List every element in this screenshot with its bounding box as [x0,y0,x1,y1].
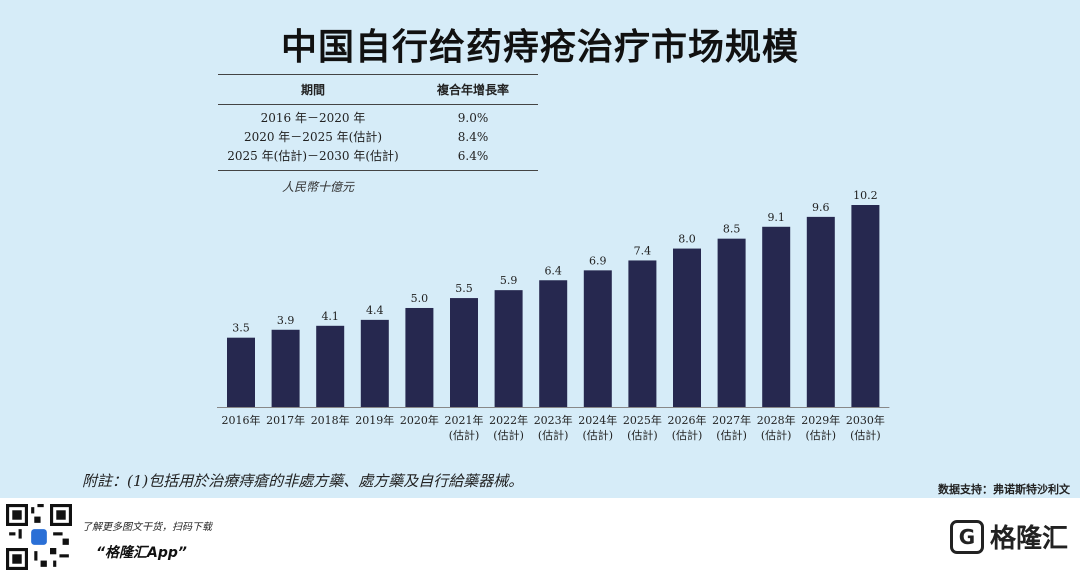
bar [583,270,612,407]
bar-value-label: 6.9 [589,254,607,267]
cagr-table-bottom-rule [218,170,538,171]
bar-value-label: 3.5 [232,322,250,335]
bar [360,319,389,407]
bar [405,307,434,407]
bar [628,260,657,407]
bar-value-label: 4.1 [321,310,339,323]
x-tick-sublabel: (估計) [538,428,569,442]
cagr-header-rate: 複合年增長率 [436,83,509,97]
bar [806,216,835,407]
bar [851,205,880,407]
cagr-period: 2016 年－2020 年 [260,111,366,125]
bar-value-label: 8.0 [678,233,696,246]
x-tick-label: 2028年 [757,413,796,427]
bar [762,226,791,407]
x-tick-sublabel: (估計) [583,428,614,442]
bar [539,280,568,407]
bar-value-label: 9.6 [812,201,830,214]
x-tick-label: 2016年 [222,413,261,427]
bar-value-label: 4.4 [366,304,384,317]
footer-bar: 了解更多图文干货，扫码下载 “格隆汇App” G 格隆汇 [0,498,1080,577]
x-tick-label: 2027年 [712,413,751,427]
x-tick-label: 2019年 [355,413,394,427]
cagr-table-top-rule [218,74,538,75]
bar-value-label: 5.0 [411,292,429,305]
bar-value-label: 5.9 [500,274,518,287]
footnote: 附註：(1)包括用於治療痔瘡的非處方藥、處方藥及自行給藥器械。 [82,472,524,490]
x-tick-label: 2023年 [534,413,573,427]
bar-chart: 3.5 2016年 3.9 2017年 4.1 2018年 4.4 2019年 5.0 2020年… [217,189,890,442]
cagr-table-header-rule [218,104,538,105]
x-tick-label: 2029年 [801,413,840,427]
brand-logo: G 格隆汇 [949,518,1068,555]
cagr-table-header: 期間 複合年增長率 [218,75,538,104]
x-tick-sublabel: (估計) [672,428,703,442]
bar-value-label: 5.5 [455,282,473,295]
bar-value-label: 3.9 [277,314,295,327]
chart-title: 中国自行给药痔疮治疗市场规模 [280,27,799,68]
bar [271,329,300,407]
logo-g-icon: G [949,519,984,554]
bar [227,337,255,407]
x-tick-label: 2017年 [266,413,305,427]
footer-app-name: “格隆汇App” [96,545,187,561]
cagr-rate: 8.4% [457,129,489,144]
x-tick-label: 2024年 [578,413,617,427]
cagr-row: 2020 年－2025 年(估計) 8.4% [218,127,538,146]
cagr-period: 2020 年－2025 年(估計) [243,130,383,144]
x-tick-label: 2020年 [400,413,439,427]
x-tick-sublabel: (估計) [806,428,837,442]
cagr-period: 2025 年(估計)－2030 年(估計) [227,149,399,163]
x-tick-sublabel: (估計) [493,428,524,442]
bar-value-label: 9.1 [767,211,785,224]
x-tick-sublabel: (估計) [761,428,792,442]
bar [494,290,523,407]
bar-value-label: 8.5 [723,223,741,236]
x-tick-sublabel: (估計) [850,428,881,442]
x-tick-label: 2018年 [311,413,350,427]
x-tick-sublabel: (估計) [449,428,480,442]
cagr-row: 2025 年(估計)－2030 年(估計) 6.4% [218,146,538,165]
cagr-row: 2016 年－2020 年 9.0% [218,108,538,127]
x-tick-label: 2021年 [445,413,484,427]
x-tick-label: 2030年 [846,413,885,427]
cagr-rate: 6.4% [457,148,489,163]
bar [717,238,746,407]
source-label: 数据支持：弗诺斯特沙利文 [938,483,1070,496]
cagr-rate: 9.0% [457,110,489,125]
x-tick-sublabel: (估計) [716,428,747,442]
bar-value-label: 6.4 [544,264,562,277]
x-tick-label: 2022年 [489,413,528,427]
bar [450,298,478,407]
bar-value-label: 10.2 [853,189,878,202]
unit-label: 人民幣十億元 [282,180,355,194]
bar [673,248,701,407]
x-tick-label: 2026年 [668,413,707,427]
x-tick-sublabel: (估計) [627,428,658,442]
footer-promo-text: 了解更多图文干货，扫码下载 [82,522,212,533]
qr-code-icon [6,504,72,570]
bar [316,325,345,407]
x-tick-label: 2025年 [623,413,662,427]
cagr-header-period: 期間 [300,83,325,97]
cagr-table: 期間 複合年增長率 2016 年－2020 年 9.0% 2020 年－2025… [218,74,538,171]
logo-text: 格隆汇 [989,524,1068,554]
bar-value-label: 7.4 [634,244,652,257]
